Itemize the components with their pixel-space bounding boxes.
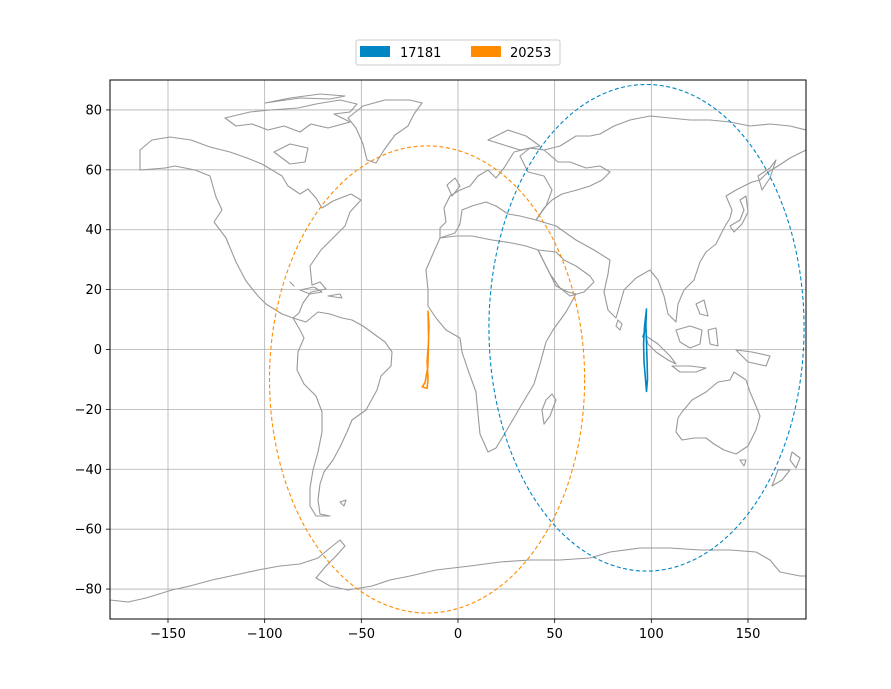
coastline-australia xyxy=(675,371,761,455)
x-tick-label: 50 xyxy=(546,627,563,642)
y-tick-label: −20 xyxy=(75,403,102,418)
y-tick-label: 40 xyxy=(85,223,102,238)
legend-label-20253: 20253 xyxy=(510,46,551,61)
y-tick-label: −40 xyxy=(75,463,102,478)
y-tick-label: −60 xyxy=(75,523,102,538)
ground-track-17181 xyxy=(642,308,649,393)
x-tick-label: 100 xyxy=(639,627,664,642)
coastline-asia xyxy=(519,115,806,323)
legend: 17181 20253 xyxy=(355,39,561,66)
coastline-greenland xyxy=(347,99,423,164)
coastline-tasmania xyxy=(739,459,747,467)
coastline-japan xyxy=(729,195,749,233)
coastline-europe xyxy=(439,129,611,239)
legend-swatch-20253 xyxy=(471,46,501,57)
x-tick-label: 0 xyxy=(454,627,462,642)
series-layer xyxy=(268,83,805,614)
y-tick-label: 0 xyxy=(94,343,102,358)
y-tick-label: 20 xyxy=(85,283,102,298)
y-tick-label: 60 xyxy=(85,163,102,178)
y-tick-label: 80 xyxy=(85,103,102,118)
coastline-falklands xyxy=(339,499,347,507)
coastline-sri-lanka xyxy=(615,319,623,331)
coastline-north-america xyxy=(139,136,362,319)
coverage-footprint-20253 xyxy=(268,145,586,614)
x-tick-label: −150 xyxy=(150,627,186,642)
ground-track-20253 xyxy=(421,310,430,390)
x-tick-label: −100 xyxy=(247,627,283,642)
y-tick-label: −80 xyxy=(75,583,102,598)
coastline-africa xyxy=(425,235,577,453)
coastlines xyxy=(110,93,806,619)
gridlines xyxy=(110,80,806,619)
coastline-new-zealand xyxy=(771,451,801,487)
coastline-caribbean xyxy=(289,281,343,299)
coastline-madagascar xyxy=(541,393,557,425)
legend-swatch-17181 xyxy=(360,46,390,57)
x-tick-label: −50 xyxy=(348,627,375,642)
axis-ticks: −150 −100 −50 0 50 100 150 −80 −60 −40 −20 0 20 40 60 8… xyxy=(75,103,761,642)
coastline-indonesia xyxy=(645,299,771,373)
coverage-footprint-17181 xyxy=(488,83,805,572)
x-tick-label: 150 xyxy=(736,627,761,642)
coastline-south-america xyxy=(292,311,393,517)
coastline-kamchatka xyxy=(757,159,777,191)
legend-label-17181: 17181 xyxy=(400,46,441,61)
coastline-arctic-islands xyxy=(224,93,358,165)
coastline-antarctica xyxy=(110,539,806,619)
